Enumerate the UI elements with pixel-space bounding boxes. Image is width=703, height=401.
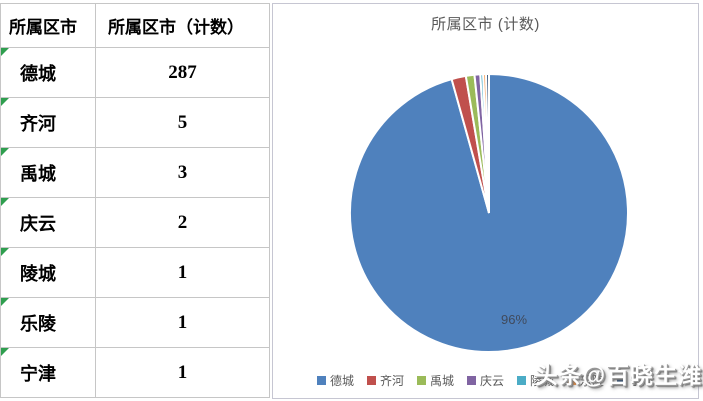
cell-error-indicator-icon	[1, 298, 9, 306]
legend-item-德城: 德城	[316, 372, 354, 389]
cell-count[interactable]: 287	[95, 47, 270, 98]
pie-svg	[349, 72, 629, 353]
column-header-district[interactable]: 所属区市	[0, 3, 96, 48]
watermark-text: 头条@百晓生潍	[534, 362, 702, 388]
cell-district[interactable]: 宁津	[0, 347, 96, 398]
table-row: 齐河 5	[0, 97, 270, 148]
legend-item-乐陵: 乐陵	[567, 372, 604, 389]
legend-item-禹城: 禹城	[416, 372, 454, 389]
table-row: 陵城 1	[0, 247, 270, 298]
legend-label: 乐陵	[580, 374, 605, 388]
cell-error-indicator-icon	[1, 198, 9, 206]
column-header-count[interactable]: 所属区市（计数）	[95, 3, 270, 48]
district-count-table: 所属区市 所属区市（计数） 德城 287 齐河 5 禹城 3 庆云 2 陵城 1…	[0, 3, 270, 398]
legend-label: 齐河	[379, 374, 404, 388]
cell-error-indicator-icon	[1, 48, 9, 56]
legend-label: 德城	[329, 374, 354, 388]
cell-district[interactable]: 德城	[0, 47, 96, 98]
table-row: 庆云 2	[0, 197, 270, 248]
cell-count[interactable]: 1	[95, 347, 270, 398]
cell-error-indicator-icon	[1, 348, 9, 356]
pie-data-label: 96%	[501, 312, 528, 327]
table-row: 宁津 1	[0, 347, 270, 398]
cell-count[interactable]: 2	[95, 197, 270, 248]
table-header-row: 所属区市 所属区市（计数）	[0, 3, 270, 48]
table-row: 禹城 3	[0, 147, 270, 198]
pie-chart-panel: 所属区市 (计数) 96% 德城 齐河 禹城 庆云 陵城 乐陵 宁津	[272, 3, 699, 399]
table-row: 德城 287	[0, 47, 270, 98]
cell-district[interactable]: 陵城	[0, 247, 96, 298]
legend-label: 禹城	[429, 374, 454, 388]
legend-swatch-icon	[517, 376, 526, 385]
legend-swatch-icon	[617, 376, 627, 385]
cell-count[interactable]: 1	[95, 247, 270, 298]
cell-district[interactable]: 齐河	[0, 97, 96, 148]
legend-swatch-icon	[316, 376, 326, 385]
legend-item-庆云: 庆云	[466, 372, 504, 389]
table-row: 乐陵 1	[0, 297, 270, 348]
chart-legend: 德城 齐河 禹城 庆云 陵城 乐陵 宁津	[273, 372, 698, 389]
cell-error-indicator-icon	[1, 98, 9, 106]
legend-swatch-icon	[466, 376, 476, 385]
cell-district[interactable]: 庆云	[0, 197, 96, 248]
pie-slice-宁津	[485, 72, 490, 214]
legend-label: 宁津	[630, 374, 655, 388]
legend-swatch-icon	[366, 376, 376, 385]
cell-error-indicator-icon	[1, 148, 9, 156]
legend-swatch-icon	[567, 376, 577, 385]
legend-item-宁津: 宁津	[617, 372, 654, 389]
cell-count[interactable]: 3	[95, 147, 270, 198]
cell-count[interactable]: 1	[95, 297, 270, 348]
chart-title: 所属区市 (计数)	[431, 16, 540, 33]
legend-label: 庆云	[479, 374, 504, 388]
legend-label: 陵城	[530, 374, 555, 388]
cell-district[interactable]: 禹城	[0, 147, 96, 198]
legend-swatch-icon	[416, 376, 426, 385]
cell-count[interactable]: 5	[95, 97, 270, 148]
legend-item-齐河: 齐河	[366, 372, 404, 389]
legend-item-陵城: 陵城	[517, 372, 554, 389]
cell-district[interactable]: 乐陵	[0, 297, 96, 348]
cell-error-indicator-icon	[1, 248, 9, 256]
